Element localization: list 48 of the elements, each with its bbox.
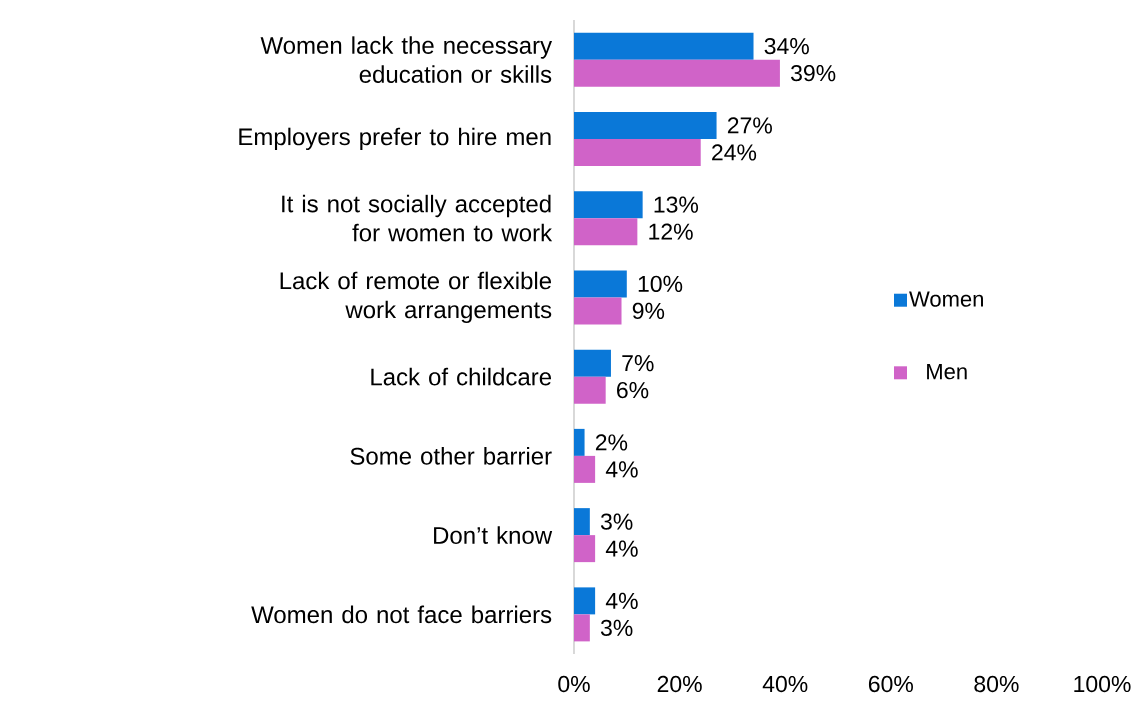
bar	[574, 535, 596, 563]
data-label: 3%	[600, 513, 633, 530]
data-label: 3%	[600, 619, 633, 637]
bar	[574, 428, 585, 456]
y-tick-label: Employers prefer to hire men	[239, 127, 551, 151]
legend-label: Men	[927, 364, 967, 380]
y-tick-label: Women lack the necessary education or skills	[260, 36, 553, 83]
data-label: 27%	[727, 117, 772, 134]
data-label: 4%	[605, 592, 638, 609]
data-label: 10%	[638, 275, 683, 293]
bar	[574, 297, 622, 325]
x-tick-label: 80%	[974, 675, 1019, 693]
bar	[574, 587, 596, 615]
data-label: 6%	[617, 381, 649, 399]
bar	[574, 270, 627, 298]
x-tick-label: 20%	[657, 675, 702, 693]
y-tick-label: Some other barrier	[350, 447, 552, 465]
data-label: 4%	[605, 461, 638, 478]
y-tick-label: It is not socially accepted for women to work	[282, 194, 553, 242]
legend-label: Women	[909, 291, 983, 307]
x-tick-label: 0%	[558, 675, 590, 693]
bar	[574, 191, 643, 219]
y-tick-label: Don’t know	[434, 526, 553, 544]
data-label: 9%	[632, 302, 665, 320]
bar	[574, 111, 717, 139]
data-label: 39%	[791, 64, 836, 82]
bar	[574, 138, 701, 166]
data-label: 34%	[764, 37, 809, 55]
bar	[574, 508, 590, 536]
bar	[574, 455, 596, 483]
data-label: 4%	[605, 540, 638, 557]
bar	[574, 349, 611, 377]
bar	[574, 376, 606, 404]
x-tick-label: 40%	[762, 675, 808, 693]
bar	[574, 614, 590, 642]
bar	[574, 59, 780, 87]
data-label: 13%	[654, 196, 699, 213]
y-tick-label: Lack of childcare	[371, 367, 552, 386]
y-tick-label: Women do not face barriers	[251, 605, 552, 624]
bar	[574, 32, 754, 60]
data-label: 24%	[712, 144, 757, 161]
data-label: 7%	[622, 355, 654, 372]
x-tick-label: 60%	[868, 675, 913, 693]
bar	[574, 218, 638, 246]
x-tick-label: 100%	[1074, 675, 1131, 693]
y-tick-label: Lack of remote or flexible work arrangements	[280, 271, 552, 324]
data-label: 12%	[649, 223, 693, 240]
data-label: 2%	[595, 434, 628, 451]
